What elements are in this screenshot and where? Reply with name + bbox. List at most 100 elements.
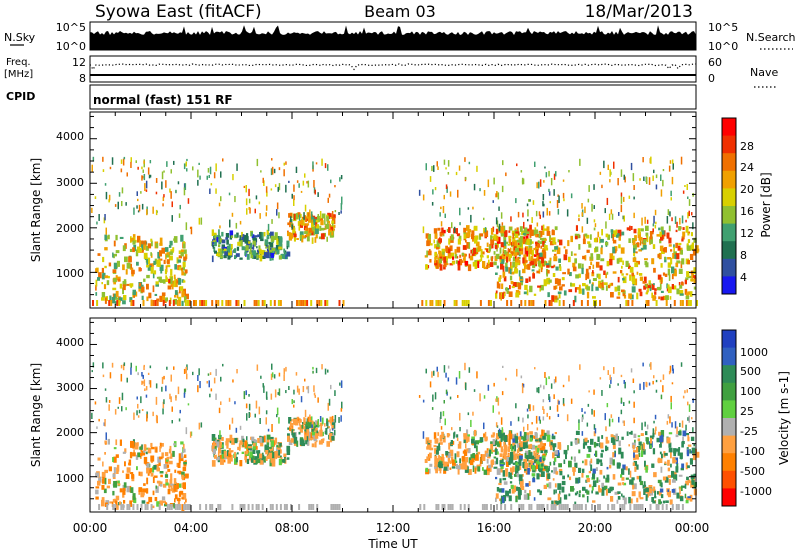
- vel-echo-cell: [655, 379, 658, 383]
- vel-echo-cell: [165, 502, 168, 505]
- vel-echo-cell: [489, 466, 492, 472]
- vel-echo-cell: [529, 490, 531, 496]
- power-echo-cell: [141, 286, 145, 293]
- power-echo-cell: [586, 291, 590, 299]
- vel-echo-cell: [290, 438, 294, 443]
- vel-echo-cell: [312, 370, 314, 374]
- vel-echo-cell: [676, 492, 680, 499]
- vel-echo-cell: [516, 368, 518, 377]
- vel-echo-cell: [144, 388, 146, 391]
- power-echo-cell: [111, 297, 116, 304]
- vel-echo-cell: [173, 443, 176, 446]
- vel-echo-cell: [516, 432, 519, 436]
- power-echo-cell: [439, 300, 442, 306]
- vel-echo-cell: [522, 417, 524, 423]
- vel-echo-cell: [512, 438, 517, 443]
- power-echo-cell: [473, 183, 476, 191]
- power-echo-cell: [511, 251, 515, 255]
- power-echo-cell: [510, 216, 512, 222]
- vel-echo-cell: [649, 435, 654, 440]
- power-echo-cell: [585, 273, 587, 281]
- power-echo-cell: [561, 284, 565, 287]
- power-echo-cell: [259, 248, 262, 255]
- power-echo-cell: [640, 228, 644, 232]
- power-echo-cell: [181, 300, 184, 306]
- power-echo-cell: [120, 159, 123, 164]
- vel-echo-cell: [248, 403, 251, 411]
- vel-echo-cell: [495, 476, 498, 480]
- vel-echo-cell: [490, 443, 494, 450]
- power-echo-cell: [456, 233, 461, 237]
- vel-echo-cell: [184, 388, 187, 392]
- vel-echo-cell: [601, 435, 604, 439]
- vel-echo-cell: [248, 394, 250, 397]
- power-echo-cell: [474, 263, 478, 269]
- vel-echo-cell: [670, 451, 672, 459]
- power-echo-cell: [606, 197, 609, 205]
- power-echo-cell: [288, 180, 290, 183]
- power-echo-cell: [524, 300, 527, 306]
- vel-echo-cell: [445, 451, 449, 456]
- power-echo-cell: [314, 228, 319, 235]
- vel-echo-cell: [511, 434, 516, 441]
- vel-echo-cell: [660, 466, 663, 473]
- power-echo-cell: [652, 228, 654, 233]
- vel-echo-cell: [580, 504, 583, 510]
- power-echo-cell: [180, 249, 184, 253]
- vel-echo-cell: [670, 463, 672, 468]
- vel-echo-cell: [106, 485, 110, 489]
- power-echo-cell: [549, 201, 551, 204]
- power-echo-cell: [508, 291, 513, 297]
- power-echo-cell: [495, 193, 497, 198]
- vel-echo-cell: [473, 429, 477, 437]
- vel-echo-cell: [433, 445, 437, 448]
- vel-echo-cell: [468, 367, 471, 373]
- vel-echo-cell: [479, 463, 482, 467]
- power-echo-cell: [457, 189, 459, 198]
- power-echo-cell: [435, 300, 438, 306]
- power-echo-cell: [520, 247, 524, 255]
- nsearch-tick-top: 10^5: [708, 21, 738, 34]
- vel-echo-cell: [129, 451, 133, 459]
- power-echo-cell: [606, 271, 609, 275]
- vel-echo-cell: [653, 472, 657, 478]
- power-echo-cell: [600, 247, 603, 255]
- power-echo-cell: [546, 226, 550, 232]
- power-echo-cell: [695, 245, 699, 248]
- vel-echo-cell: [179, 409, 181, 414]
- power-echo-cell: [179, 286, 184, 291]
- vel-echo-cell: [176, 483, 179, 490]
- vel-ytick-2000: 2000: [56, 426, 84, 439]
- vel-echo-cell: [610, 377, 612, 384]
- power-echo-cell: [138, 267, 141, 272]
- power-echo-cell: [521, 180, 524, 185]
- vel-ytick-3000: 3000: [56, 381, 84, 394]
- power-echo-cell: [521, 230, 525, 236]
- vel-echo-cell: [531, 455, 535, 460]
- power-echo-cell: [132, 247, 135, 253]
- vel-echo-cell: [199, 504, 202, 510]
- power-echo-cell: [576, 287, 581, 290]
- power-echo-cell: [572, 266, 577, 272]
- vel-echo-cell: [482, 454, 486, 461]
- power-echo-cell: [607, 164, 609, 170]
- power-echo-cell: [516, 239, 521, 243]
- power-echo-cell: [244, 251, 246, 256]
- power-echo-cell: [147, 243, 152, 249]
- power-echo-cell: [306, 300, 309, 306]
- vel-echo-cell: [584, 411, 586, 414]
- vel-echo-cell: [536, 448, 540, 453]
- power-echo-cell: [649, 287, 652, 292]
- vel-echo-cell: [685, 480, 689, 486]
- power-echo-cell: [499, 247, 502, 254]
- power-echo-cell: [500, 226, 504, 234]
- vel-echo-cell: [198, 422, 201, 430]
- power-echo-cell: [563, 198, 565, 202]
- vel-echo-cell: [131, 473, 135, 479]
- vel-echo-cell: [449, 504, 452, 510]
- power-echo-cell: [674, 254, 677, 259]
- power-echo-cell: [137, 198, 139, 202]
- vel-echo-cell: [611, 504, 614, 510]
- vel-echo-cell: [156, 501, 160, 507]
- vel-echo-cell: [650, 437, 653, 444]
